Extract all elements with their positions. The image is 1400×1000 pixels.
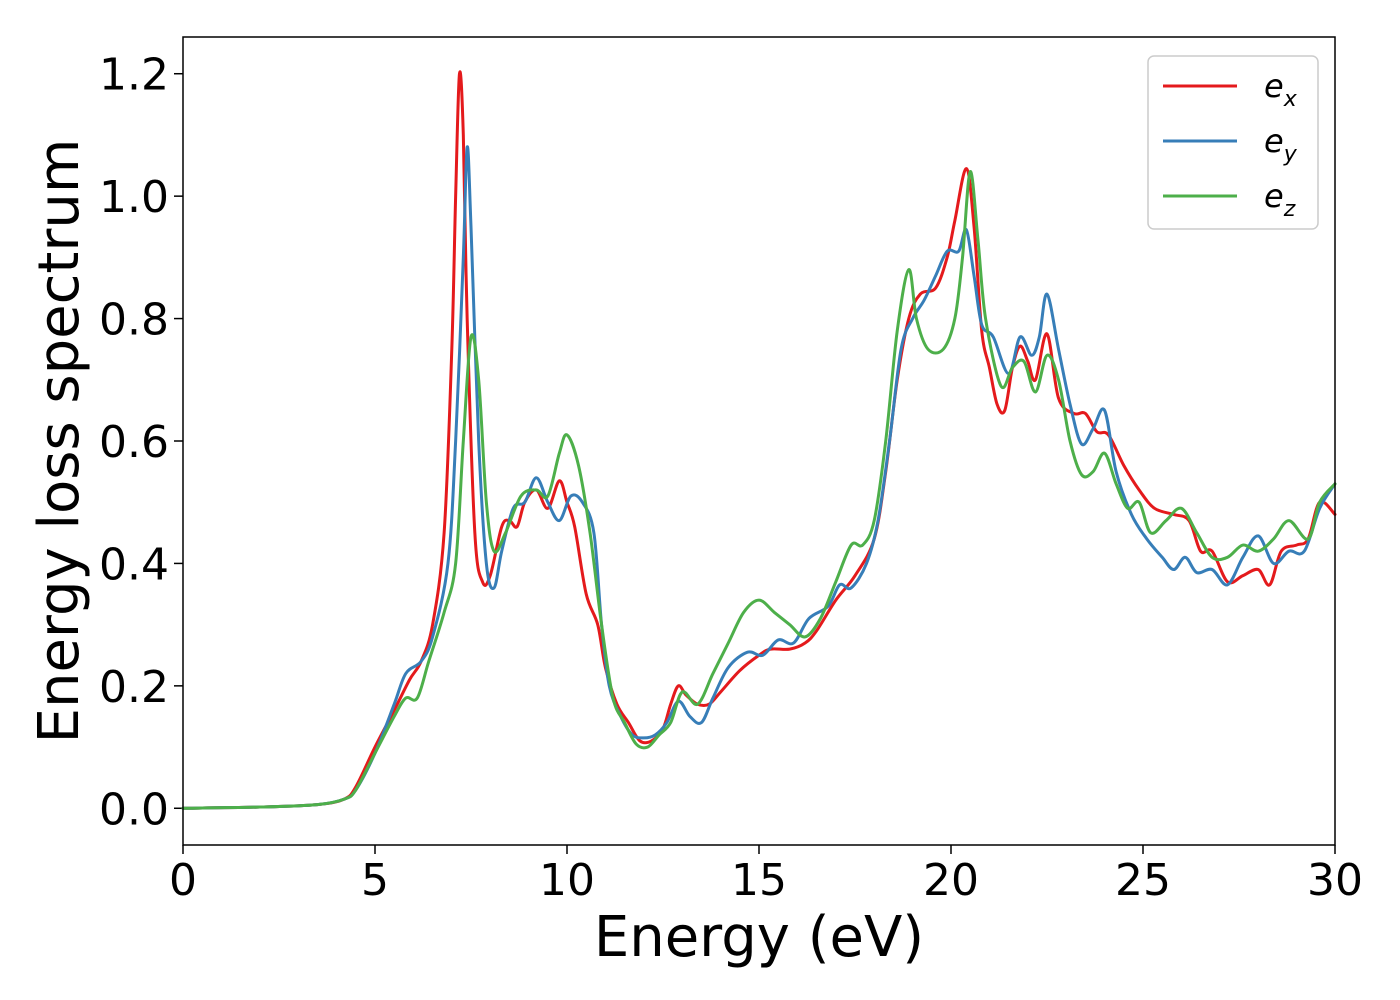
legend-label-ex: ex	[1264, 67, 1298, 112]
x-tick-label: 0	[169, 855, 197, 906]
x-tick-label: 25	[1115, 855, 1171, 906]
y-tick-label: 0.6	[99, 417, 169, 468]
x-tick-label: 5	[361, 855, 389, 906]
x-axis-ticks: 0 5 10 15 20 25 30	[169, 845, 1363, 906]
x-axis-label: Energy (eV)	[594, 905, 924, 970]
x-tick-label: 15	[731, 855, 787, 906]
legend-label-ez: ez	[1264, 177, 1296, 222]
x-tick-label: 20	[923, 855, 979, 906]
y-axis-label: Energy loss spectrum	[27, 139, 92, 744]
x-tick-label: 10	[539, 855, 595, 906]
legend: ex ey ez	[1147, 55, 1319, 230]
y-tick-label: 0.0	[99, 784, 169, 835]
series-lines	[181, 70, 1337, 810]
series-line-ey	[181, 145, 1337, 810]
legend-label-ey: ey	[1264, 122, 1298, 167]
plot-frame	[182, 36, 1336, 846]
y-tick-label: 0.2	[99, 662, 169, 713]
y-tick-label: 0.8	[99, 295, 169, 346]
y-tick-label: 0.4	[99, 539, 169, 590]
y-axis-ticks: 0.0 0.2 0.4 0.6 0.8 1.0 1.2	[99, 50, 183, 835]
series-line-ez	[181, 170, 1337, 810]
y-tick-label: 1.2	[99, 50, 169, 101]
x-tick-label: 30	[1307, 855, 1363, 906]
y-tick-label: 1.0	[99, 172, 169, 223]
